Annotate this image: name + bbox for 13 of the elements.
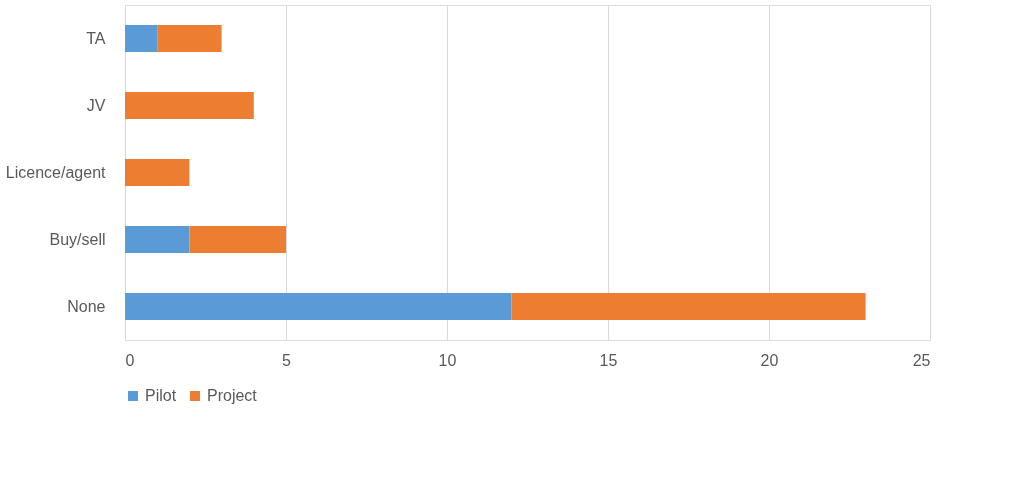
x-tick-label: 10 [438,351,457,369]
y-tick-label: None [67,297,106,315]
legend-label: Project [207,387,258,404]
y-tick-label: Licence/agent [5,163,107,181]
x-tick-label: 25 [912,351,931,369]
x-tick-label: 15 [599,351,618,369]
x-tick-label: 5 [282,351,292,369]
x-tick-label: 0 [125,351,135,369]
y-tick-label: TA [86,29,106,47]
legend-label: Pilot [145,387,177,404]
y-tick-label: JV [86,96,106,114]
y-tick-label: Buy/sell [49,230,106,248]
x-tick-label: 20 [760,351,779,369]
